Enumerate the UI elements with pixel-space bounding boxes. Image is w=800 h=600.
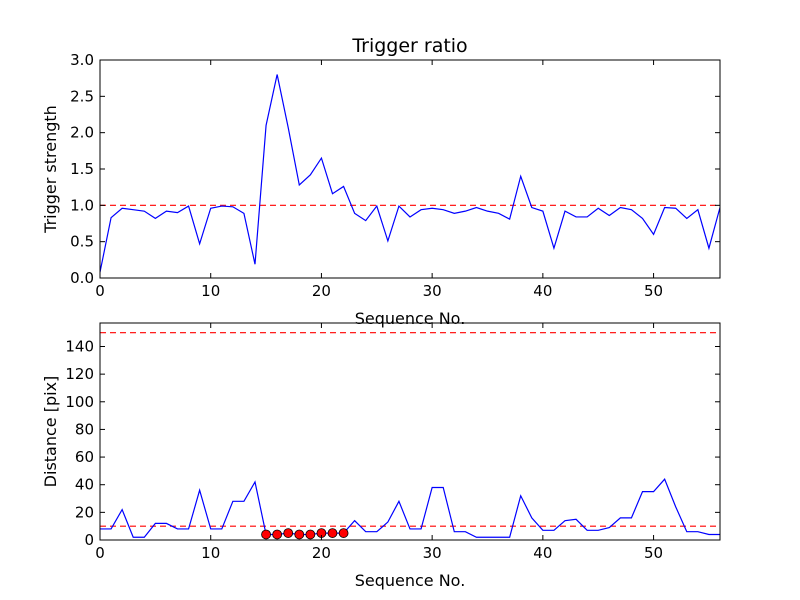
y-tick-label: 0.5 [70,233,94,251]
x-tick-label: 20 [312,544,331,562]
data-point [261,529,271,540]
y-tick-label: 2.5 [70,87,94,105]
y-axis-label: Distance [pix] [41,376,60,488]
series-line-1 [100,74,720,273]
x-axis-label: Sequence No. [355,309,466,328]
series-line-1 [100,478,720,538]
data-point [272,529,283,540]
y-tick-label: 1.0 [70,196,94,214]
y-tick-label: 2.0 [70,124,94,142]
axes-frame [99,322,721,541]
data-point [327,528,338,538]
x-tick-label: 10 [201,282,220,300]
y-tick-label: 0 [84,531,94,549]
y-tick-label: 140 [65,337,94,355]
y-axis-label: Trigger strength [41,105,60,234]
chart-panel-2: 0 10 20 30 40 50 0 20 40 60 80 100 120 140 Sequence No… [41,322,721,590]
x-tick-label: 10 [201,544,220,562]
plot-area [100,74,720,273]
plot-area [100,332,720,540]
y-tick-label: 20 [75,503,94,521]
y-tick-label: 40 [75,476,94,494]
y-tick-label: 3.0 [70,51,94,69]
y-tick-label: 100 [65,393,94,411]
chart-panel-1: 0 10 20 30 40 50 0.0 0.5 1.0 1.5 2.0 2.5 3.0 Sequence… [41,35,721,328]
y-tick-label: 80 [75,420,94,438]
x-tick-label: 30 [423,544,442,562]
x-tick-label: 0 [95,544,105,562]
x-tick-label: 50 [644,282,663,300]
y-tick-label: 0.0 [70,269,94,287]
x-tick-label: 0 [95,282,105,300]
x-axis-label: Sequence No. [355,571,466,590]
axes-frame [99,59,721,279]
y-tick-label: 120 [65,365,94,383]
x-tick-label: 20 [312,282,331,300]
y-tick-label: 1.5 [70,160,94,178]
data-point [294,529,305,540]
x-tick-label: 30 [423,282,442,300]
chart-title: Trigger ratio [351,35,467,57]
data-point [305,529,316,540]
x-tick-label: 40 [533,544,552,562]
data-point [283,528,294,538]
y-tick-label: 60 [75,448,94,466]
x-tick-label: 50 [644,544,663,562]
x-tick-label: 40 [533,282,552,300]
data-point [338,528,349,538]
